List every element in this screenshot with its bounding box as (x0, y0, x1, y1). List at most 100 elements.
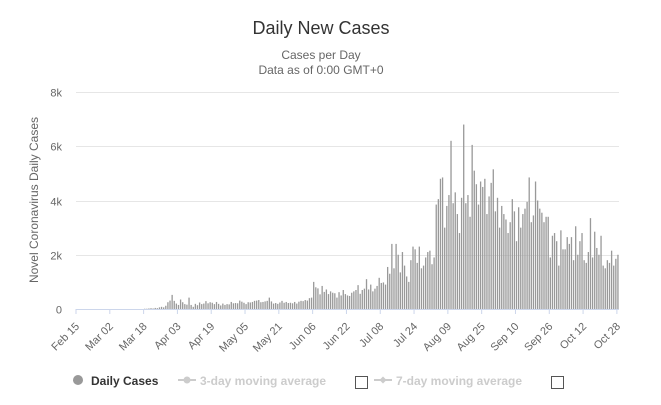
bar-daily-cases[interactable] (613, 266, 614, 309)
bar-daily-cases[interactable] (431, 264, 432, 309)
bar-daily-cases[interactable] (427, 252, 428, 309)
bar-daily-cases[interactable] (395, 244, 396, 309)
bar-daily-cases[interactable] (218, 304, 219, 309)
bar-daily-cases[interactable] (161, 307, 162, 309)
bar-daily-cases[interactable] (254, 301, 255, 309)
bar-daily-cases[interactable] (302, 301, 303, 309)
bar-daily-cases[interactable] (195, 304, 196, 309)
bar-daily-cases[interactable] (279, 302, 280, 309)
bar-daily-cases[interactable] (150, 308, 151, 309)
bar-daily-cases[interactable] (567, 237, 568, 309)
bar-daily-cases[interactable] (184, 304, 185, 309)
bar-daily-cases[interactable] (465, 203, 466, 309)
bar-daily-cases[interactable] (571, 237, 572, 309)
bar-daily-cases[interactable] (398, 255, 399, 309)
bar-daily-cases[interactable] (457, 214, 458, 309)
bar-daily-cases[interactable] (186, 305, 187, 309)
bar-daily-cases[interactable] (275, 303, 276, 309)
bar-daily-cases[interactable] (159, 307, 160, 309)
bar-daily-cases[interactable] (417, 263, 418, 309)
bar-daily-cases[interactable] (433, 257, 434, 309)
bar-daily-cases[interactable] (300, 301, 301, 309)
bar-daily-cases[interactable] (581, 233, 582, 309)
bar-daily-cases[interactable] (347, 295, 348, 309)
bar-daily-cases[interactable] (586, 263, 587, 309)
bar-daily-cases[interactable] (535, 182, 536, 309)
bar-daily-cases[interactable] (152, 308, 153, 309)
bar-daily-cases[interactable] (455, 192, 456, 309)
bar-daily-cases[interactable] (482, 187, 483, 309)
bar-daily-cases[interactable] (552, 236, 553, 309)
bar-daily-cases[interactable] (520, 228, 521, 309)
bar-daily-cases[interactable] (442, 177, 443, 309)
bar-daily-cases[interactable] (387, 267, 388, 309)
bar-daily-cases[interactable] (537, 201, 538, 310)
bar-daily-cases[interactable] (518, 207, 519, 309)
bar-daily-cases[interactable] (188, 298, 189, 309)
bar-daily-cases[interactable] (501, 206, 502, 309)
bar-daily-cases[interactable] (383, 282, 384, 309)
bar-daily-cases[interactable] (271, 301, 272, 309)
bar-daily-cases[interactable] (243, 303, 244, 309)
bar-daily-cases[interactable] (307, 301, 308, 309)
bar-daily-cases[interactable] (474, 171, 475, 309)
legend-checkbox-7-day-average[interactable] (552, 377, 564, 389)
bar-daily-cases[interactable] (288, 303, 289, 309)
bar-daily-cases[interactable] (321, 286, 322, 309)
bar-daily-cases[interactable] (245, 304, 246, 309)
bar-daily-cases[interactable] (389, 274, 390, 309)
bar-daily-cases[interactable] (368, 289, 369, 309)
bar-daily-cases[interactable] (324, 292, 325, 309)
bar-daily-cases[interactable] (499, 228, 500, 309)
bar-daily-cases[interactable] (533, 215, 534, 309)
bar-daily-cases[interactable] (497, 198, 498, 309)
bar-daily-cases[interactable] (609, 263, 610, 309)
bar-daily-cases[interactable] (290, 303, 291, 309)
bar-daily-cases[interactable] (605, 268, 606, 309)
bar-daily-cases[interactable] (472, 145, 473, 309)
bar-daily-cases[interactable] (402, 252, 403, 309)
bar-daily-cases[interactable] (516, 241, 517, 309)
bar-daily-cases[interactable] (155, 308, 156, 309)
bar-daily-cases[interactable] (296, 304, 297, 309)
bar-daily-cases[interactable] (334, 293, 335, 309)
bar-daily-cases[interactable] (423, 266, 424, 309)
bar-daily-cases[interactable] (157, 308, 158, 309)
bar-daily-cases[interactable] (600, 236, 601, 309)
bar-daily-cases[interactable] (412, 247, 413, 309)
bar-daily-cases[interactable] (176, 304, 177, 309)
bar-daily-cases[interactable] (512, 199, 513, 309)
bar-daily-cases[interactable] (615, 259, 616, 309)
bar-daily-cases[interactable] (345, 294, 346, 309)
bar-daily-cases[interactable] (526, 202, 527, 309)
bar-daily-cases[interactable] (283, 303, 284, 309)
bar-daily-cases[interactable] (174, 301, 175, 309)
bar-daily-cases[interactable] (148, 308, 149, 309)
bar-daily-cases[interactable] (505, 219, 506, 309)
bar-daily-cases[interactable] (543, 222, 544, 309)
bar-daily-cases[interactable] (199, 302, 200, 309)
bar-daily-cases[interactable] (590, 218, 591, 309)
bar-daily-cases[interactable] (294, 302, 295, 309)
bar-daily-cases[interactable] (406, 276, 407, 309)
bar-daily-cases[interactable] (362, 290, 363, 309)
bar-daily-cases[interactable] (178, 305, 179, 309)
bar-daily-cases[interactable] (281, 301, 282, 309)
bar-daily-cases[interactable] (414, 249, 415, 309)
bar-daily-cases[interactable] (226, 304, 227, 309)
bar-daily-cases[interactable] (237, 303, 238, 309)
bar-daily-cases[interactable] (207, 303, 208, 309)
bar-daily-cases[interactable] (376, 286, 377, 309)
bar-daily-cases[interactable] (163, 307, 164, 309)
bar-daily-cases[interactable] (250, 302, 251, 309)
bar-daily-cases[interactable] (231, 302, 232, 309)
bar-daily-cases[interactable] (286, 302, 287, 309)
bar-daily-cases[interactable] (577, 255, 578, 309)
bar-daily-cases[interactable] (548, 217, 549, 309)
bar-daily-cases[interactable] (503, 214, 504, 309)
bar-daily-cases[interactable] (459, 233, 460, 309)
bar-daily-cases[interactable] (579, 241, 580, 309)
bar-daily-cases[interactable] (267, 301, 268, 309)
bar-daily-cases[interactable] (351, 293, 352, 309)
bar-daily-cases[interactable] (507, 233, 508, 309)
